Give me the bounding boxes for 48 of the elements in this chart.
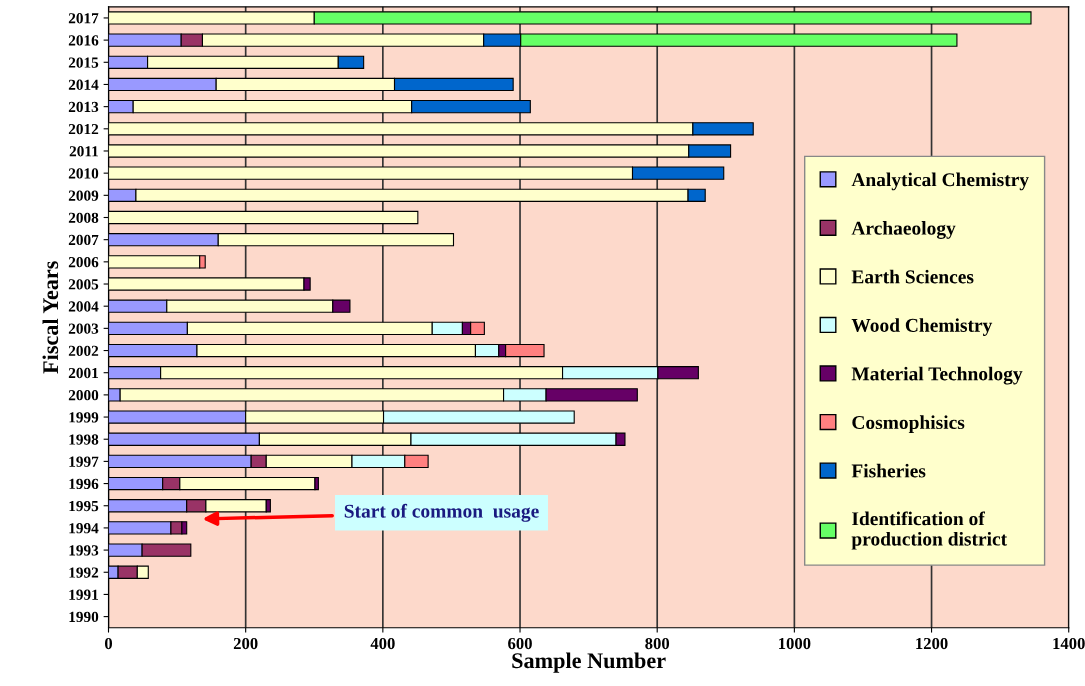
y-tick-label: 1996 bbox=[69, 478, 99, 490]
y-tick-label: 1993 bbox=[69, 545, 99, 556]
legend-label: Material Technology bbox=[851, 366, 1023, 385]
x-tick-label: 1400 bbox=[1053, 637, 1085, 650]
legend-label: Fisheries bbox=[851, 463, 926, 478]
y-tick-label: 2009 bbox=[68, 190, 99, 201]
legend-label: Analytical Chemistry bbox=[851, 172, 1029, 191]
legend-label: Cosmophisics bbox=[852, 415, 965, 433]
y-tick-label: 1994 bbox=[69, 523, 99, 534]
y-tick-label: 1990 bbox=[69, 611, 99, 623]
x-tick-label: 800 bbox=[645, 637, 670, 650]
legend-label: Earth Sciences bbox=[851, 269, 974, 284]
y-tick-label: 2000 bbox=[68, 390, 99, 401]
x-tick-label: 0 bbox=[104, 637, 113, 650]
y-tick-label: 2011 bbox=[69, 146, 98, 157]
x-tick-label: 400 bbox=[370, 637, 395, 650]
legend-label: Wood Chemistry bbox=[851, 318, 993, 336]
y-tick-label: 2005 bbox=[68, 279, 99, 290]
annotation: Start of common usage bbox=[344, 503, 539, 522]
y-tick-label: 1998 bbox=[69, 434, 99, 445]
legend-label: Archaeology bbox=[851, 221, 956, 239]
y-tick-label: 1995 bbox=[69, 500, 99, 512]
y-tick-label: 2013 bbox=[68, 101, 99, 113]
x-tick-label: 600 bbox=[508, 637, 532, 650]
y-tick-label: 2006 bbox=[68, 256, 99, 268]
y-axis-title: Fiscal Years bbox=[42, 261, 59, 374]
y-tick-label: 2002 bbox=[68, 345, 99, 356]
x-tick-label: 1200 bbox=[916, 637, 948, 650]
bar bbox=[108, 210, 419, 225]
y-tick-label: 1992 bbox=[69, 567, 99, 578]
y-tick-label: 2017 bbox=[68, 13, 99, 24]
legend-label: Identification of production district bbox=[851, 511, 1008, 550]
x-axis-title: Sample Number bbox=[512, 652, 666, 673]
y-tick-label: 2001 bbox=[68, 367, 98, 379]
y-tick-label: 2003 bbox=[68, 323, 99, 334]
y-tick-label: 1997 bbox=[69, 456, 99, 467]
y-tick-label: 1991 bbox=[69, 589, 98, 600]
y-tick-label: 2008 bbox=[68, 212, 99, 223]
x-tick-label: 200 bbox=[233, 637, 258, 650]
y-tick-label: 2012 bbox=[68, 123, 99, 135]
y-tick-label: 1999 bbox=[69, 412, 99, 423]
y-tick-label: 2015 bbox=[68, 57, 99, 68]
x-tick-label: 1000 bbox=[779, 637, 811, 650]
y-tick-label: 2010 bbox=[68, 168, 99, 179]
y-tick-label: 2004 bbox=[68, 301, 99, 312]
y-tick-label: 2014 bbox=[68, 79, 99, 90]
y-tick-label: 2016 bbox=[68, 35, 99, 46]
y-tick-label: 2007 bbox=[68, 234, 99, 246]
